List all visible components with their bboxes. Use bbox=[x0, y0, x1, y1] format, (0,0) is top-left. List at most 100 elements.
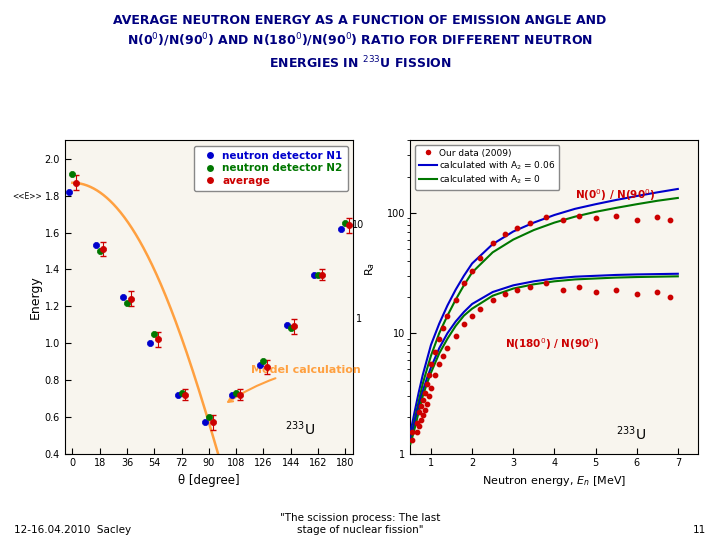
Point bbox=[413, 422, 424, 430]
Point bbox=[234, 390, 246, 399]
Text: Model calculation: Model calculation bbox=[228, 364, 361, 402]
Text: <<E>>: <<E>> bbox=[12, 192, 42, 201]
Point bbox=[441, 344, 453, 353]
Point bbox=[487, 295, 498, 304]
Point bbox=[438, 352, 449, 360]
Point bbox=[652, 212, 663, 221]
Point bbox=[429, 348, 441, 356]
Point bbox=[664, 293, 675, 301]
Point bbox=[343, 221, 355, 230]
Point bbox=[285, 324, 297, 333]
Point bbox=[458, 319, 469, 328]
Text: 12-16.04.2010  Sacley: 12-16.04.2010 Sacley bbox=[14, 524, 132, 535]
Point bbox=[573, 283, 585, 292]
Point bbox=[148, 329, 160, 338]
Point bbox=[125, 294, 137, 303]
Point bbox=[423, 370, 435, 379]
Text: R$_{a}$: R$_{a}$ bbox=[363, 262, 377, 276]
Point bbox=[631, 215, 642, 224]
Point bbox=[590, 288, 601, 296]
Point bbox=[67, 169, 78, 178]
Point bbox=[152, 335, 163, 343]
Point bbox=[573, 211, 585, 220]
Point bbox=[411, 428, 423, 437]
Point bbox=[557, 215, 568, 224]
Point bbox=[421, 400, 433, 408]
Point bbox=[458, 279, 469, 288]
Text: $^{233}$U: $^{233}$U bbox=[284, 420, 315, 438]
Point bbox=[415, 416, 426, 424]
Point bbox=[339, 219, 351, 228]
Point bbox=[289, 322, 300, 331]
Text: $^{233}$U: $^{233}$U bbox=[616, 424, 646, 443]
Point bbox=[145, 339, 156, 347]
Point bbox=[203, 413, 215, 421]
Point bbox=[433, 334, 445, 343]
Point bbox=[557, 285, 568, 294]
Point bbox=[71, 178, 82, 187]
Point bbox=[631, 290, 642, 299]
Point bbox=[541, 212, 552, 221]
Point bbox=[230, 388, 242, 397]
Point bbox=[467, 312, 478, 320]
Point bbox=[474, 254, 486, 262]
Point bbox=[438, 324, 449, 333]
Text: AVERAGE NEUTRON ENERGY AS A FUNCTION OF EMISSION ANGLE AND
N(0$^0$)/N(90$^0$) AN: AVERAGE NEUTRON ENERGY AS A FUNCTION OF … bbox=[113, 14, 607, 71]
Point bbox=[423, 392, 435, 401]
X-axis label: θ [degree]: θ [degree] bbox=[178, 474, 240, 487]
Point bbox=[524, 218, 536, 227]
Text: 1: 1 bbox=[356, 314, 361, 324]
Point bbox=[254, 361, 266, 369]
Point bbox=[499, 290, 510, 299]
Point bbox=[421, 380, 433, 388]
Point bbox=[441, 312, 453, 320]
Point bbox=[450, 332, 462, 340]
Point bbox=[419, 406, 431, 414]
Point bbox=[261, 363, 273, 372]
Point bbox=[179, 390, 191, 399]
Point bbox=[308, 271, 320, 279]
X-axis label: Neutron energy, $E_n$ [MeV]: Neutron energy, $E_n$ [MeV] bbox=[482, 474, 626, 488]
Point bbox=[426, 360, 437, 369]
Point bbox=[426, 384, 437, 393]
Point bbox=[433, 360, 445, 369]
Point bbox=[176, 388, 187, 397]
Point bbox=[98, 245, 109, 253]
Point bbox=[258, 357, 269, 366]
Text: 10: 10 bbox=[352, 220, 365, 230]
Point bbox=[312, 271, 324, 279]
Point bbox=[90, 241, 102, 249]
Point bbox=[487, 239, 498, 247]
Point bbox=[512, 285, 523, 294]
Point bbox=[63, 188, 74, 197]
Point bbox=[419, 388, 431, 397]
Point bbox=[172, 390, 184, 399]
Legend: neutron detector N1, neutron detector N2, average: neutron detector N1, neutron detector N2… bbox=[194, 146, 348, 191]
Point bbox=[467, 267, 478, 275]
Point bbox=[207, 418, 218, 427]
Point bbox=[121, 298, 132, 307]
Point bbox=[450, 295, 462, 304]
Point bbox=[407, 436, 418, 444]
Point bbox=[316, 271, 328, 279]
Text: N(0$^0$) / N(90$^0$): N(0$^0$) / N(90$^0$) bbox=[575, 187, 655, 203]
Point bbox=[281, 320, 292, 329]
Point bbox=[499, 230, 510, 238]
Point bbox=[417, 410, 428, 419]
Point bbox=[415, 401, 426, 410]
Point bbox=[94, 247, 105, 255]
Point bbox=[611, 211, 622, 220]
Point bbox=[429, 370, 441, 379]
Point bbox=[227, 390, 238, 399]
Point bbox=[512, 224, 523, 232]
Point bbox=[664, 215, 675, 224]
Point bbox=[199, 418, 211, 427]
Point bbox=[541, 279, 552, 288]
Point bbox=[411, 418, 423, 427]
Point bbox=[417, 395, 428, 404]
Point bbox=[590, 214, 601, 222]
Point bbox=[407, 428, 418, 437]
Text: N(180$^0$) / N(90$^0$): N(180$^0$) / N(90$^0$) bbox=[505, 336, 600, 352]
Point bbox=[474, 305, 486, 313]
Point bbox=[524, 283, 536, 292]
